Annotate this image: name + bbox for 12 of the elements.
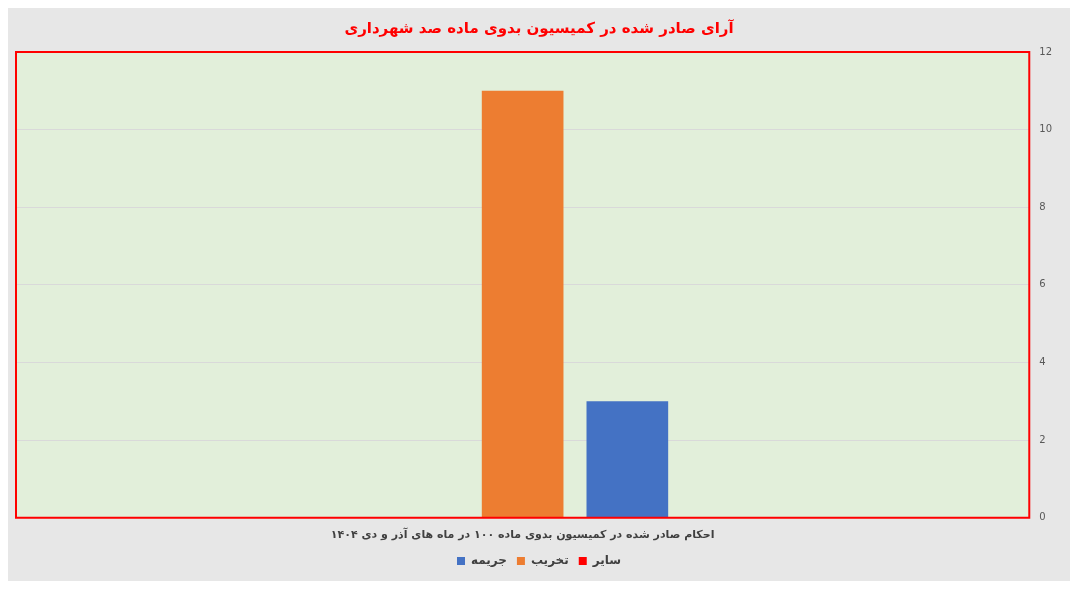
y-tick-label: 2 xyxy=(1039,433,1046,445)
y-tick-label: 0 xyxy=(1039,511,1046,523)
legend-label: تخریب xyxy=(530,553,569,568)
y-tick-label: 8 xyxy=(1039,200,1046,212)
y-tick-label: 6 xyxy=(1039,278,1046,290)
legend-label: جریمه xyxy=(470,553,507,568)
chart-title: آرای صادر شده در کمیسیون بدوی ماده صد شهرداری xyxy=(344,18,735,37)
legend-label: سایر xyxy=(591,553,622,568)
y-tick-label: 10 xyxy=(1039,123,1053,135)
x-tick-label: احکام صادر شده در کمیسیون بدوی ماده ۱۰۰ در ماه های آذر و دی ۱۴۰۴ xyxy=(330,527,715,542)
y-tick-label: 4 xyxy=(1039,356,1046,368)
y-tick-label: 12 xyxy=(1039,45,1053,57)
